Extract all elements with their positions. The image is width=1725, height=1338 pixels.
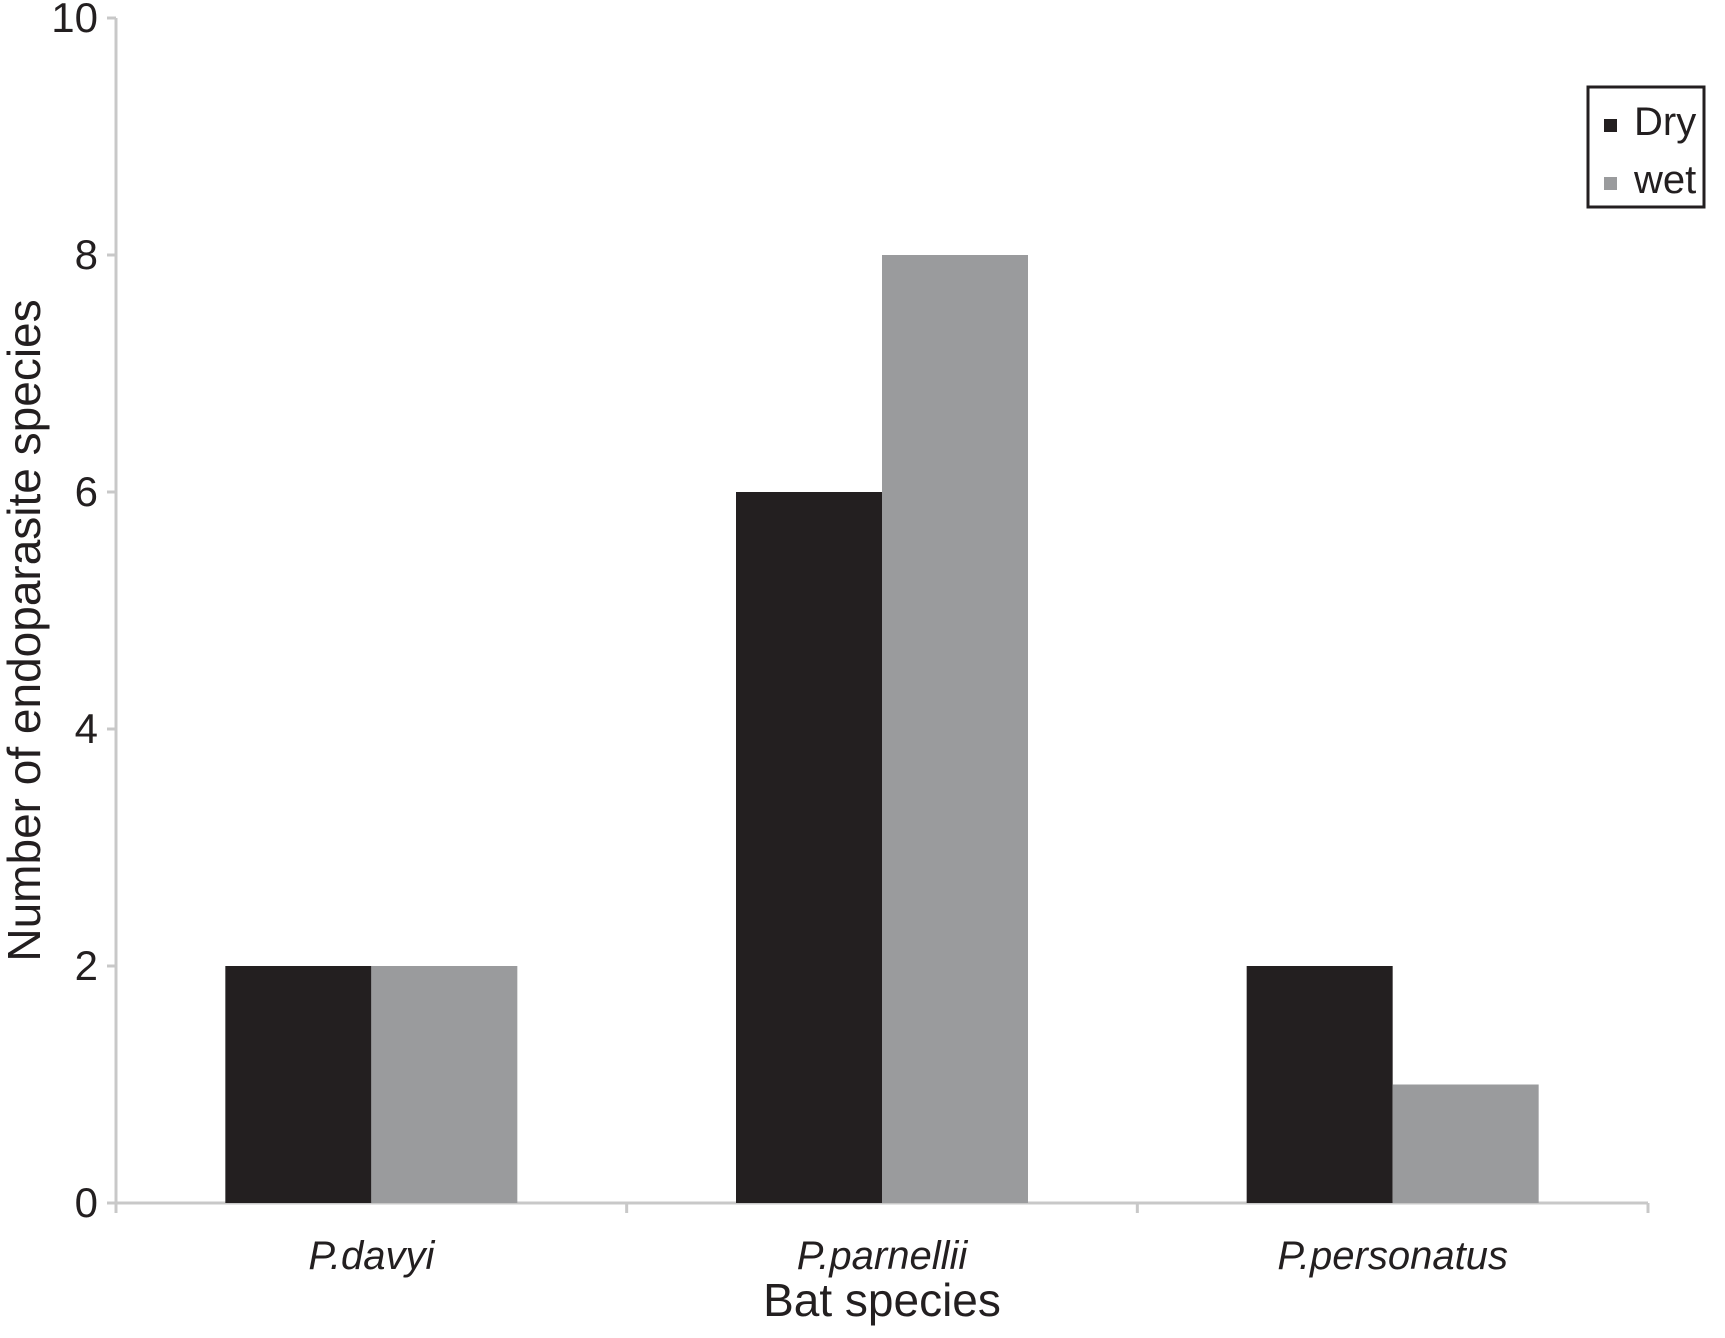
x-category-label: P.parnellii (797, 1234, 969, 1278)
y-axis-title: Number of endoparasite species (0, 299, 50, 961)
y-tick-label: 10 (51, 0, 98, 41)
axis-labels: Bat species Number of endoparasite speci… (0, 299, 1001, 1326)
legend: Dry wet (1586, 85, 1706, 209)
bar-dry-1 (225, 966, 372, 1203)
bar-wet-3 (1392, 1084, 1539, 1203)
x-category-label: P.personatus (1277, 1234, 1508, 1278)
y-tick-label: 2 (75, 942, 98, 989)
legend-label-wet: wet (1633, 158, 1696, 202)
axis-ticks: 0 2 4 6 8 10 P.davyi P.parnellii P.personatus (51, 0, 1650, 1278)
legend-swatch-dry (1604, 119, 1617, 132)
y-tick-label: 4 (75, 705, 98, 752)
bar-dry-2 (736, 492, 882, 1203)
y-tick-label: 0 (75, 1179, 98, 1226)
x-category-label: P.davyi (308, 1234, 435, 1278)
bar-dry-3 (1246, 966, 1393, 1203)
x-axis-title: Bat species (763, 1274, 1001, 1326)
legend-label-dry: Dry (1634, 100, 1696, 144)
legend-swatch-wet (1604, 177, 1617, 190)
y-tick-label: 6 (75, 468, 98, 515)
bars (225, 255, 1539, 1203)
bar-wet-1 (371, 966, 518, 1203)
y-tick-label: 8 (75, 231, 98, 278)
bar-wet-2 (882, 255, 1028, 1203)
